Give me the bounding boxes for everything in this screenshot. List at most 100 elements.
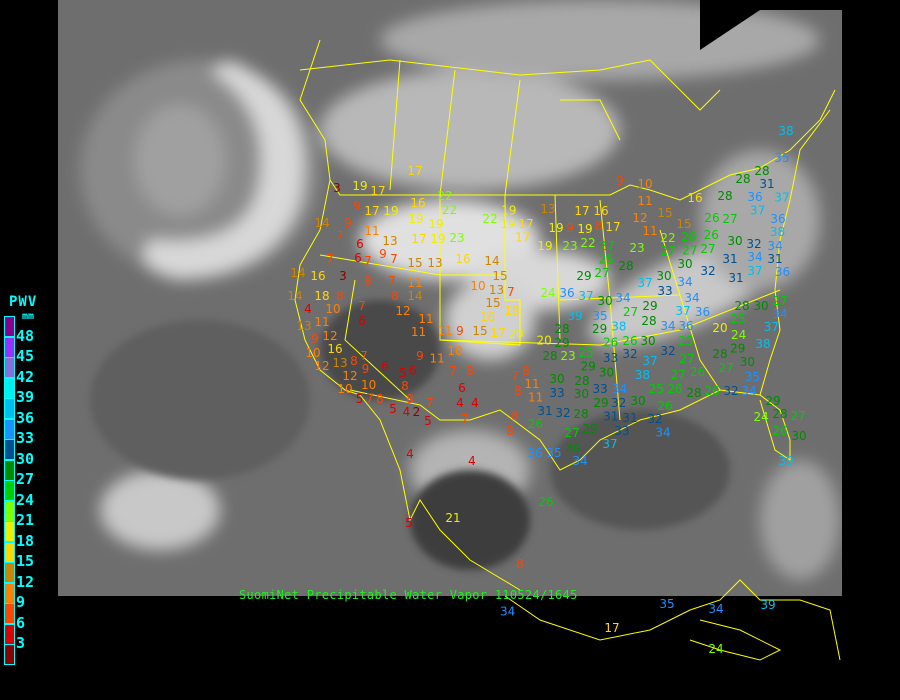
station-pwv-value: 36 — [747, 190, 762, 204]
station-pwv-value: 7 — [360, 349, 368, 363]
station-pwv-value: 30 — [740, 355, 755, 369]
station-pwv-value: 7 — [326, 252, 334, 266]
station-pwv-value: 27 — [599, 239, 614, 253]
station-pwv-value: 9 — [379, 247, 387, 261]
station-pwv-value: 11 — [364, 224, 379, 238]
station-pwv-value: 12 — [395, 304, 410, 318]
station-pwv-value: 32 — [647, 412, 662, 426]
station-pwv-value: 10 — [470, 279, 485, 293]
legend-label: 33 — [16, 429, 35, 447]
station-pwv-value: 22 — [437, 189, 452, 203]
station-pwv-value: 7 — [507, 285, 515, 299]
station-pwv-value: 26 — [667, 382, 682, 396]
station-pwv-value: 30 — [677, 257, 692, 271]
station-pwv-value: 19 — [548, 221, 563, 235]
station-pwv-value: 28 — [542, 349, 557, 363]
station-pwv-value: 31 — [603, 409, 618, 423]
legend-label: 15 — [16, 552, 35, 570]
station-pwv-value: 27 — [722, 212, 737, 226]
station-pwv-value: 34 — [772, 307, 787, 321]
station-pwv-value: 5 — [389, 402, 397, 416]
station-pwv-value: 23 — [560, 349, 575, 363]
station-pwv-value: 16 — [593, 204, 608, 218]
legend-label: 30 — [16, 449, 35, 468]
station-pwv-value: 28 — [574, 374, 589, 388]
station-pwv-value: 27 — [790, 409, 805, 423]
station-pwv-value: 20 — [712, 321, 727, 335]
legend-swatch — [4, 500, 15, 522]
station-pwv-value: 32 — [555, 406, 570, 420]
legend-label: 12 — [16, 572, 35, 591]
station-pwv-value: 12 — [314, 359, 329, 373]
station-pwv-value: 11 — [430, 351, 445, 365]
station-pwv-value: 17 — [370, 184, 385, 198]
station-pwv-value: 11 — [637, 194, 652, 208]
legend-swatch — [4, 562, 15, 583]
station-pwv-value: 12 — [342, 369, 357, 383]
station-pwv-value: 36 — [678, 319, 693, 333]
station-pwv-value: 10 — [325, 302, 340, 316]
station-pwv-value: 17 — [364, 204, 379, 218]
station-pwv-value: 39 — [778, 454, 793, 468]
station-pwv-value: 5 — [405, 516, 413, 530]
station-pwv-value: 38 — [770, 225, 785, 239]
station-pwv-value: 17 — [407, 164, 422, 178]
station-pwv-value: 19 — [408, 212, 423, 226]
station-pwv-value: 30 — [565, 441, 580, 455]
political-boundaries — [294, 39, 841, 661]
station-pwv-value: 38 — [755, 337, 770, 351]
station-pwv-value: 28 — [554, 322, 569, 336]
station-pwv-value: 15 — [657, 206, 672, 220]
station-pwv-value: 26 — [690, 365, 705, 379]
station-pwv-value: 37 — [578, 289, 593, 303]
station-pwv-value: 8 — [595, 219, 603, 233]
station-pwv-value: 26 — [681, 230, 696, 244]
station-pwv-value: 36 — [559, 286, 574, 300]
station-pwv-value: 8 — [376, 392, 384, 406]
station-pwv-value: 26 — [704, 384, 719, 398]
station-pwv-value: 9 — [566, 221, 574, 235]
station-pwv-value: 19 — [537, 239, 552, 253]
station-pwv-value: 38 — [635, 368, 650, 382]
station-pwv-value: 19 — [500, 217, 515, 231]
station-pwv-value: 11 — [524, 377, 539, 391]
legend-swatch — [4, 336, 15, 358]
station-pwv-value: 27 — [700, 242, 715, 256]
station-pwv-value: 4 — [471, 396, 479, 410]
no-data-region — [700, 0, 842, 50]
station-pwv-value: 37 — [642, 354, 657, 368]
station-pwv-value: 19 — [577, 222, 592, 236]
legend-swatch — [4, 439, 15, 460]
legend-title: PWV — [9, 294, 38, 310]
station-pwv-value: 10 — [447, 344, 462, 358]
station-pwv-value: 10 — [305, 346, 320, 360]
station-pwv-value: 14 — [314, 216, 329, 230]
station-pwv-value: 16 — [455, 252, 470, 266]
station-pwv-value: 8 — [391, 289, 399, 303]
station-pwv-value: 8 — [522, 364, 530, 378]
station-pwv-value: 29 — [582, 422, 597, 436]
station-pwv-value: 27 — [594, 266, 609, 280]
legend-label: 48 — [16, 326, 35, 345]
station-pwv-value: 6 — [381, 359, 389, 373]
station-pwv-value: 29 — [576, 269, 591, 283]
station-pwv-value: 29 — [765, 394, 780, 408]
station-pwv-value: 7 — [364, 254, 372, 268]
station-pwv-value: 30 — [640, 334, 655, 348]
station-pwv-value: 27 — [671, 368, 686, 382]
legend-swatch — [4, 603, 15, 624]
legend-swatch — [4, 541, 15, 563]
station-pwv-value: 7 — [461, 412, 469, 426]
station-pwv-value: 28 — [735, 172, 750, 186]
station-pwv-value: 16 — [410, 196, 425, 210]
station-pwv-value: 37 — [637, 276, 652, 290]
station-pwv-value: 28 — [618, 259, 633, 273]
station-pwv-value: 37 — [750, 203, 765, 217]
station-pwv-value: 26 — [528, 417, 543, 431]
station-pwv-value: 28 — [754, 164, 769, 178]
station-pwv-value: 20 — [508, 327, 523, 341]
station-pwv-value: 19 — [428, 217, 443, 231]
station-pwv-value: 14 — [290, 266, 305, 280]
